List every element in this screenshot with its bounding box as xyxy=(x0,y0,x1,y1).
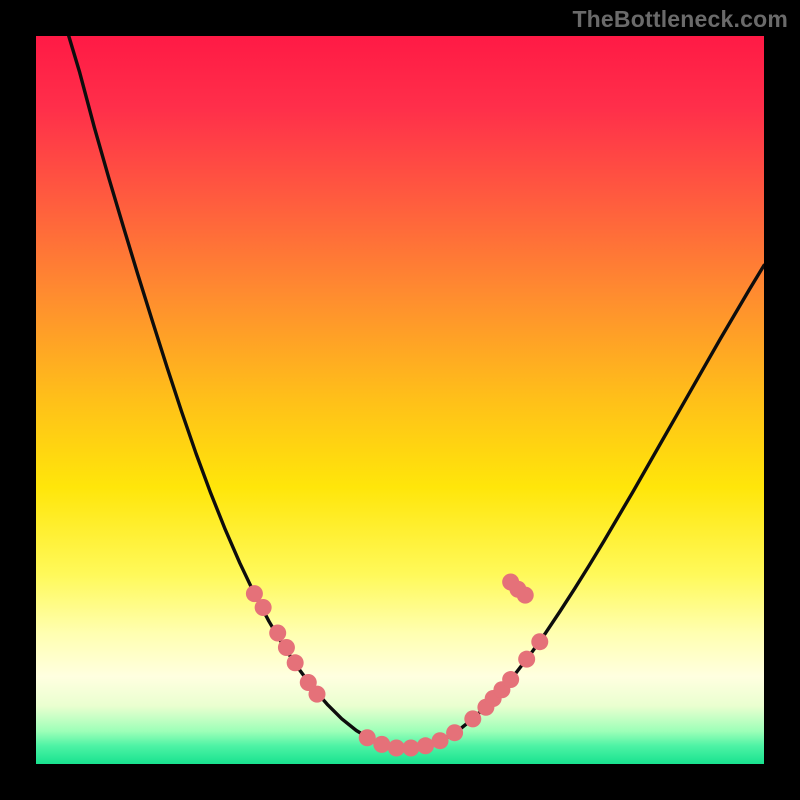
data-marker xyxy=(269,624,286,641)
data-marker xyxy=(402,739,419,756)
data-marker xyxy=(417,737,434,754)
data-marker xyxy=(287,654,304,671)
data-marker xyxy=(278,639,295,656)
data-marker xyxy=(255,599,272,616)
data-marker xyxy=(464,710,481,727)
data-marker xyxy=(432,732,449,749)
data-marker xyxy=(518,651,535,668)
data-marker xyxy=(388,739,405,756)
data-marker xyxy=(309,686,326,703)
watermark-text: TheBottleneck.com xyxy=(572,6,788,33)
data-marker xyxy=(446,724,463,741)
data-marker xyxy=(373,736,390,753)
chart-frame: TheBottleneck.com xyxy=(0,0,800,800)
data-marker xyxy=(517,587,534,604)
data-marker xyxy=(531,633,548,650)
plot-area xyxy=(36,36,764,764)
data-marker xyxy=(359,729,376,746)
chart-svg xyxy=(36,36,764,764)
plot-background xyxy=(36,36,764,764)
data-marker xyxy=(502,671,519,688)
